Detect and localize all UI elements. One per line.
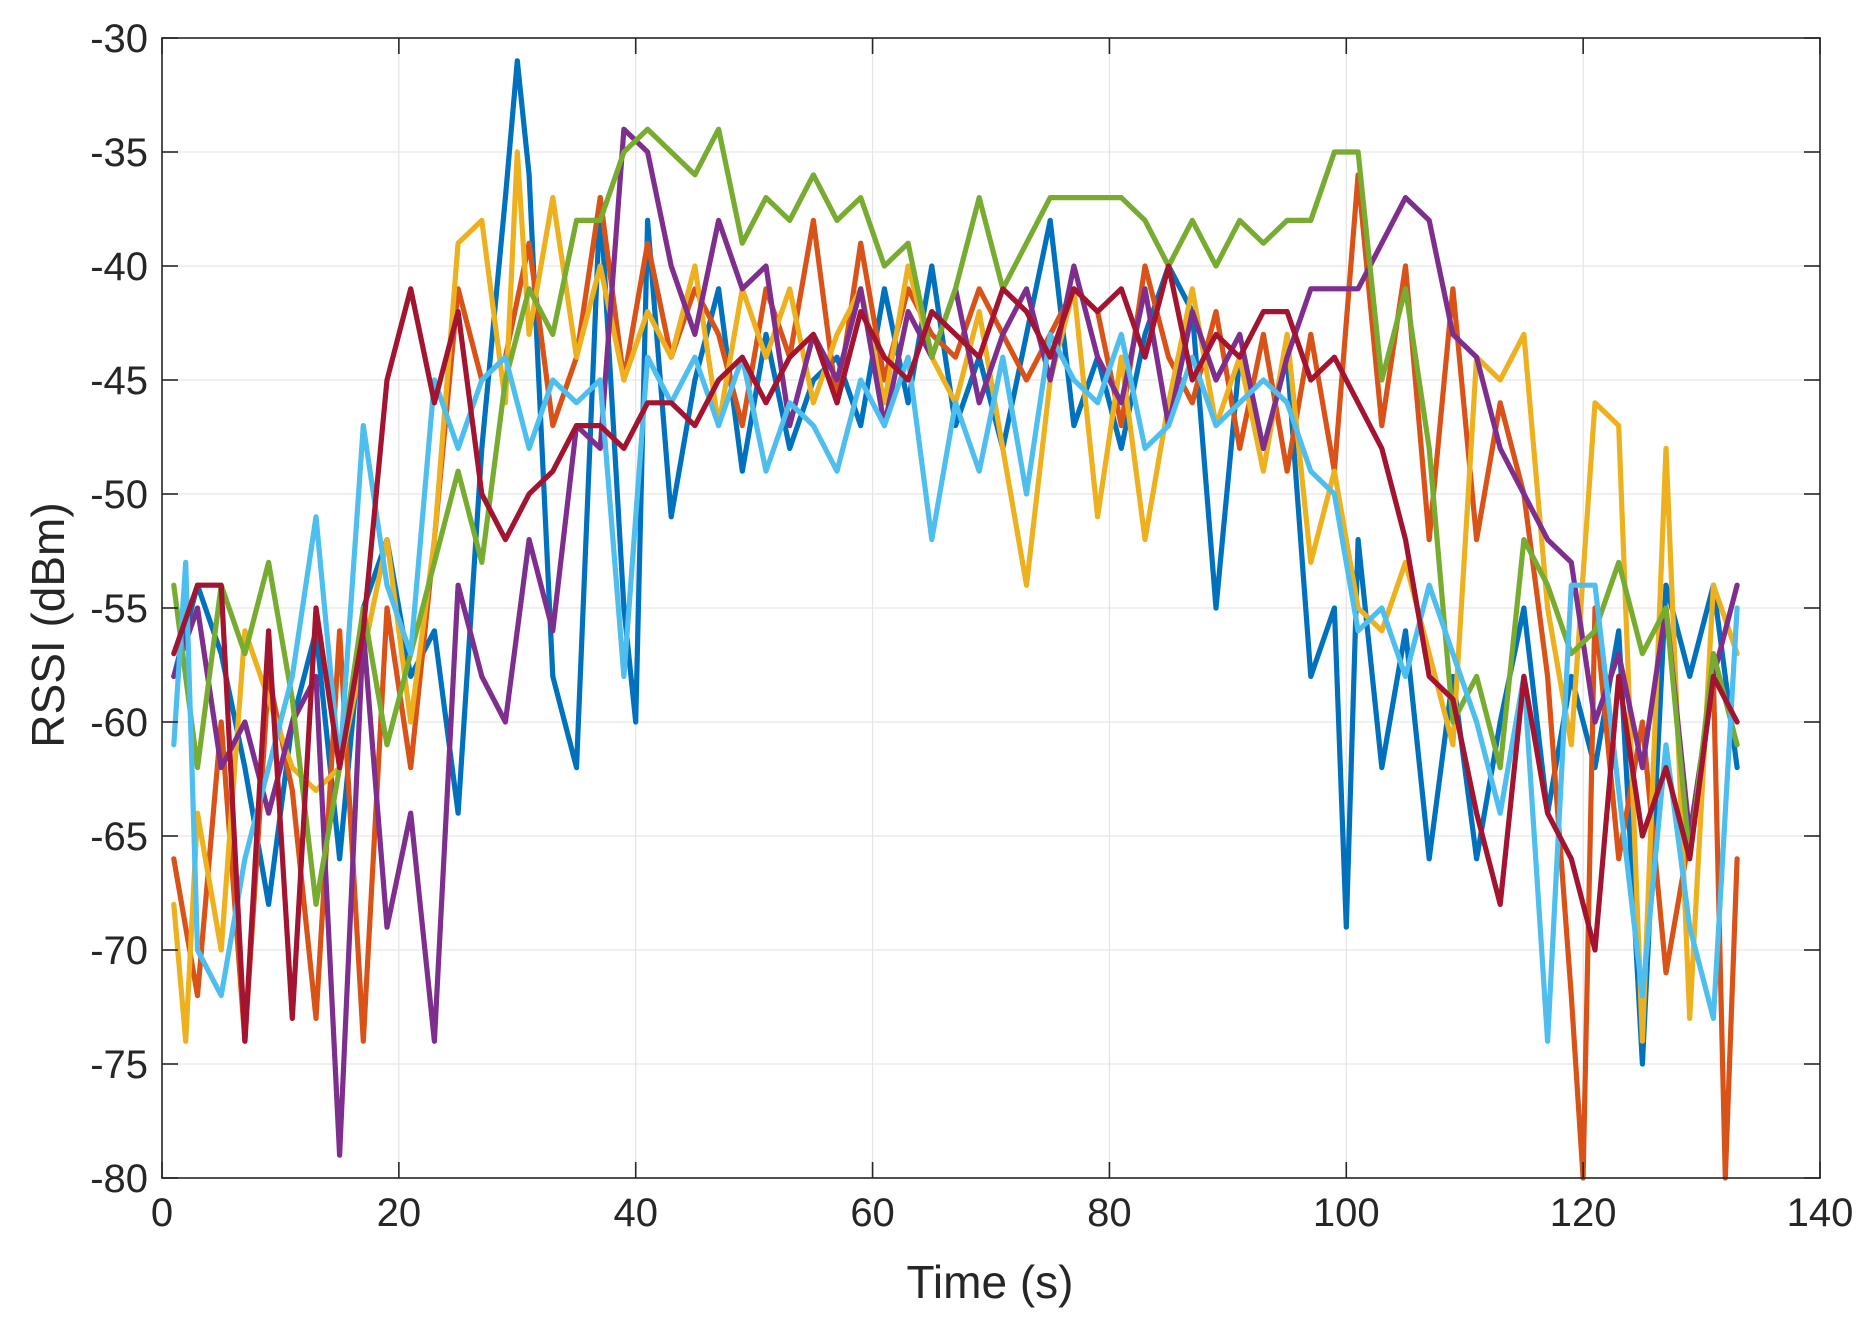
x-tick-label: 140 [1787, 1191, 1854, 1235]
x-tick-label: 40 [613, 1191, 658, 1235]
y-tick-label: -75 [90, 1043, 148, 1087]
series-line-7 [171, 263, 1740, 1044]
y-tick-label: -45 [90, 359, 148, 403]
x-tick-label: 100 [1313, 1191, 1380, 1235]
x-axis-label: Time (s) [907, 1256, 1074, 1308]
series-line-5 [171, 126, 1740, 908]
y-tick-label: -60 [90, 701, 148, 745]
y-tick-label: -70 [90, 929, 148, 973]
series-lines [171, 58, 1740, 1181]
axes [161, 37, 1821, 1179]
y-tick-label: -80 [90, 1157, 148, 1201]
y-tick-label: -40 [90, 245, 148, 289]
x-tick-label: 60 [850, 1191, 895, 1235]
y-tick-label: -30 [90, 17, 148, 61]
x-tick-label: 120 [1550, 1191, 1617, 1235]
y-tick-label: -65 [90, 815, 148, 859]
y-tick-label: -35 [90, 131, 148, 175]
x-tick-label: 20 [377, 1191, 422, 1235]
y-axis-label: RSSI (dBm) [22, 502, 74, 747]
series-line-6 [171, 331, 1740, 1044]
y-tick-label: -50 [90, 473, 148, 517]
y-tick-label: -55 [90, 587, 148, 631]
tick-labels: 0 20 40 60 80 100 120 140 -80 -75 -70 -65 -60 -55 -50 -… [90, 17, 1853, 1235]
x-tick-label: 80 [1087, 1191, 1132, 1235]
x-tick-label: 0 [151, 1191, 173, 1235]
